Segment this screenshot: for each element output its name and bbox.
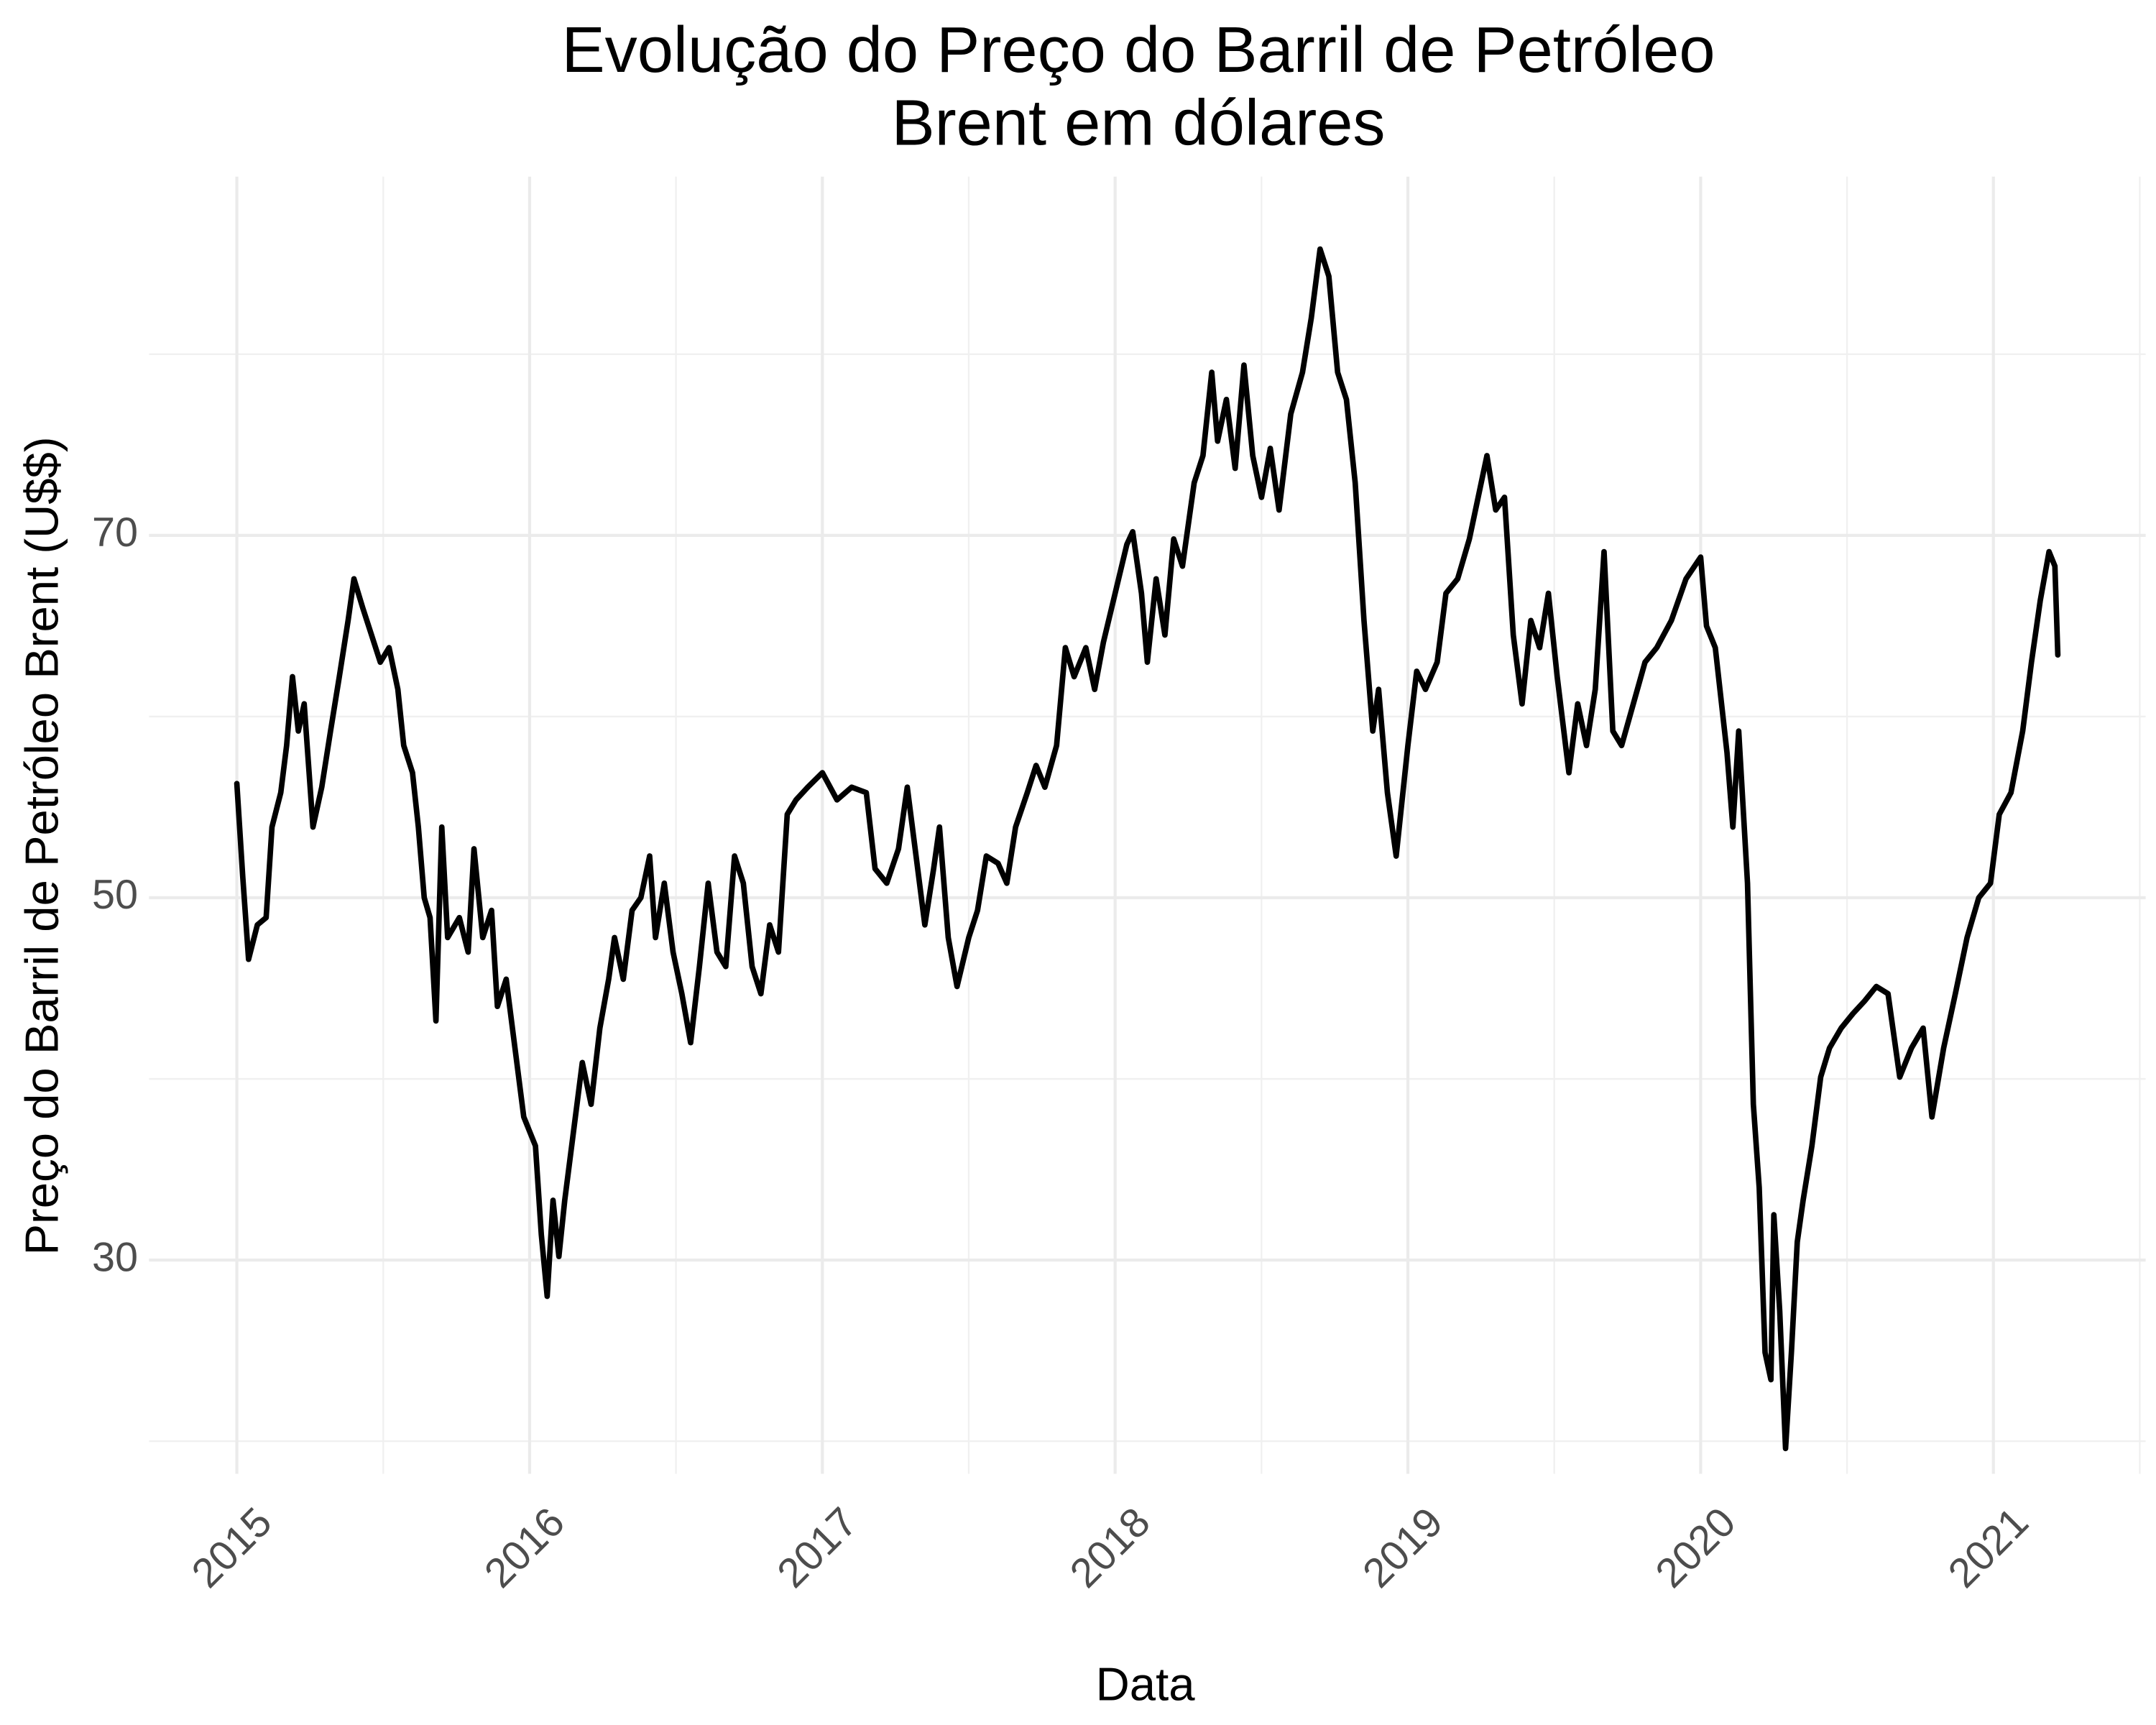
marks	[234, 246, 2061, 1452]
price-line	[234, 246, 2061, 1452]
y-axis-label: Preço do Barril de Petróleo Brent (U$$)	[16, 436, 68, 1255]
x-axis-label: Data	[1096, 1657, 1196, 1710]
y-tick-label: 70	[92, 510, 138, 556]
chart-title: Evolução do Preço do Barril de Petróleo	[561, 14, 1715, 86]
labels: Evolução do Preço do Barril de Petróleo …	[16, 14, 2037, 1711]
grid	[149, 176, 2146, 1474]
y-tick-label: 30	[92, 1234, 138, 1280]
chart-title: Brent em dólares	[891, 87, 1385, 160]
y-tick-label: 50	[92, 872, 138, 918]
